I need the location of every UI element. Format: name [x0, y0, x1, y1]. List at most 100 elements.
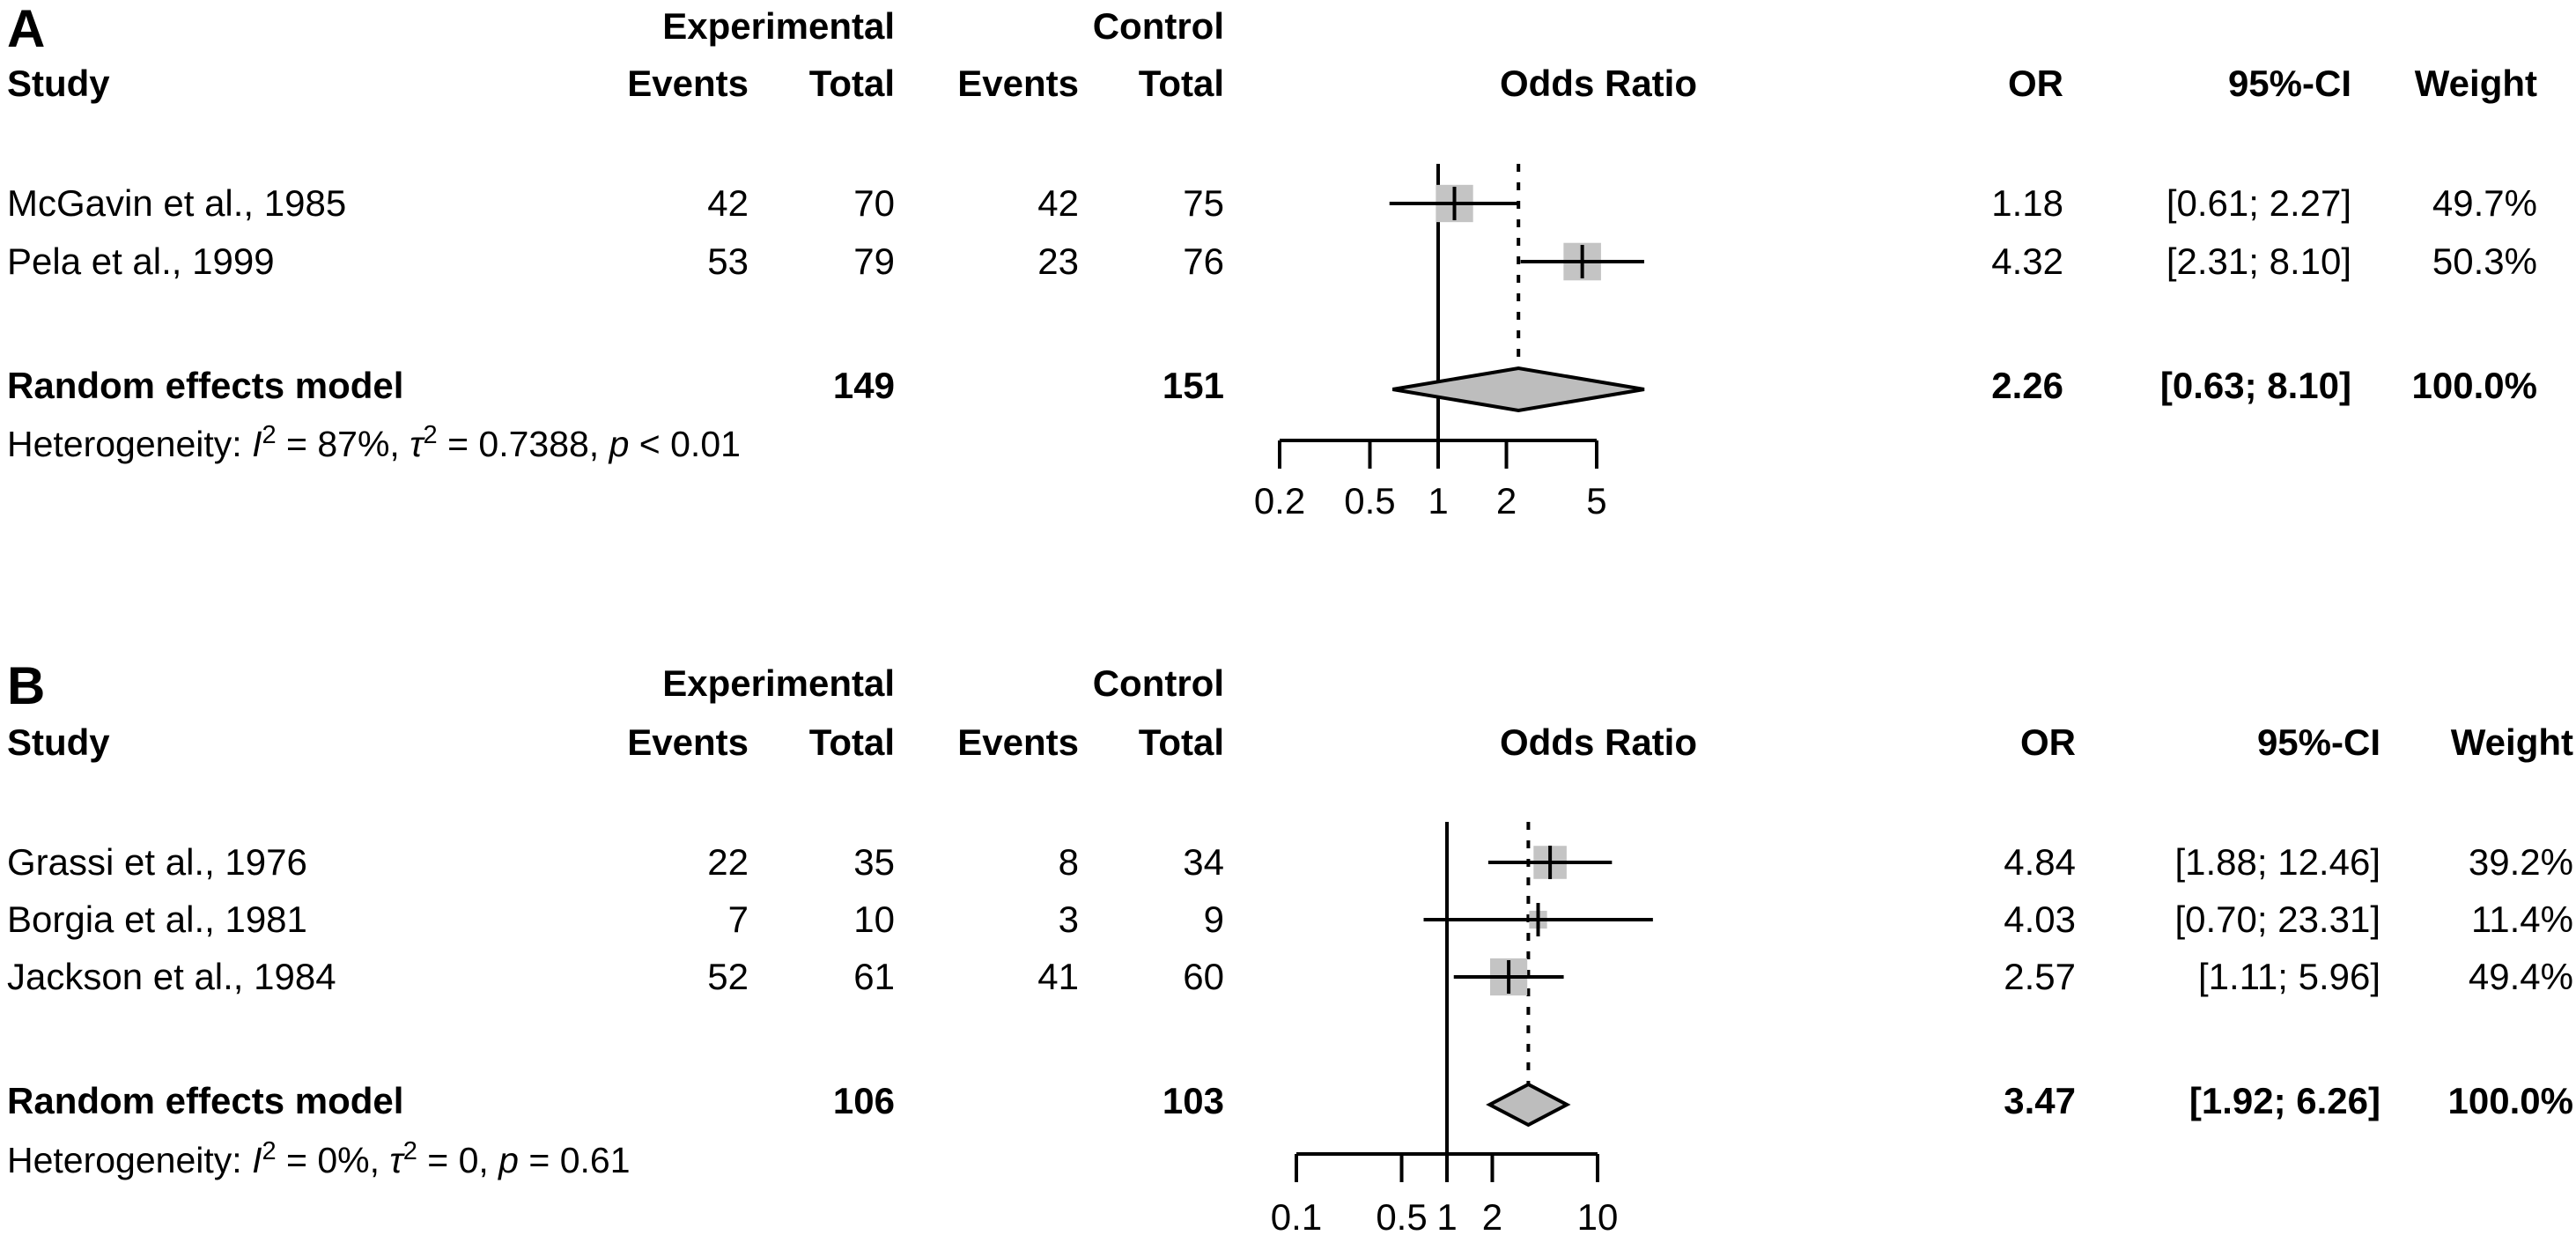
axis-tick-label: 2	[1482, 1196, 1502, 1238]
col-header-study: Study	[7, 721, 110, 763]
table-header-groups: Experimental Control	[0, 663, 2576, 704]
study-row: Grassi et al., 1976 22 35 8 34 4.84 [1.88; 12.…	[0, 842, 2576, 883]
ctrl-events: 3	[1058, 899, 1079, 940]
col-header-exp-events: Events	[627, 721, 749, 763]
summary-exp-total: 149	[832, 365, 895, 406]
or-value: 2.57	[2004, 956, 2076, 997]
col-group-experimental: Experimental	[662, 5, 895, 47]
panel-label: A	[7, 0, 46, 58]
summary-ci: [0.63; 8.10]	[2159, 365, 2351, 406]
col-header-or: OR	[2008, 63, 2063, 104]
panel-label: B	[7, 656, 46, 715]
study-row: McGavin et al., 1985 42 70 42 75 1.18 [0.61; 2…	[0, 183, 2576, 224]
col-header-ctrl-events: Events	[957, 63, 1079, 104]
col-header-exp-total: Total	[808, 721, 895, 763]
study-row: Pela et al., 1999 53 79 23 76 4.32 [2.31; 8.10…	[0, 241, 2576, 282]
forest-plot: 0.1 0.5 1 2 10	[1271, 822, 1653, 1238]
or-value: 1.18	[1991, 182, 2063, 224]
summary-or: 2.26	[1991, 365, 2063, 406]
study-name: Pela et al., 1999	[7, 240, 275, 282]
summary-label: Random effects model	[7, 365, 404, 406]
summary-label: Random effects model	[7, 1080, 404, 1121]
exp-events: 22	[707, 841, 749, 883]
axis-tick-label: 0.5	[1344, 480, 1395, 521]
study-row: Borgia et al., 1981 7 10 3 9 4.03 [0.70; 23.31…	[0, 899, 2576, 940]
or-value: 4.32	[1991, 240, 2063, 282]
col-header-ci: 95%-CI	[2256, 721, 2380, 763]
heterogeneity-row: Heterogeneity: I2 = 87%, τ2 = 0.7388, p …	[0, 421, 2576, 464]
summary-ci: [1.92; 6.26]	[2188, 1080, 2380, 1121]
study-name: Grassi et al., 1976	[7, 841, 307, 883]
weight-value: 11.4%	[2471, 899, 2573, 940]
exp-events: 42	[707, 182, 749, 224]
or-value: 4.84	[2004, 841, 2076, 883]
col-group-control: Control	[1092, 662, 1224, 704]
heterogeneity-text: Heterogeneity: I2 = 0%, τ2 = 0, p = 0.61	[7, 1137, 631, 1180]
summary-diamond	[1486, 1082, 1571, 1128]
summary-ctrl-total: 151	[1162, 365, 1224, 406]
ctrl-total: 34	[1183, 841, 1224, 883]
study-name: Jackson et al., 1984	[7, 956, 336, 997]
exp-total: 79	[853, 240, 895, 282]
ctrl-events: 23	[1037, 240, 1079, 282]
summary-or: 3.47	[2004, 1080, 2076, 1121]
forest-plot: 0.2 0.5 1 2 5	[1254, 164, 1645, 521]
col-header-exp-events: Events	[627, 63, 749, 104]
plot-title: Odds Ratio	[1499, 63, 1697, 104]
exp-events: 53	[707, 240, 749, 282]
summary-row: Random effects model 106 103 3.47 [1.92;…	[0, 1081, 2576, 1121]
col-header-ctrl-events: Events	[957, 721, 1079, 763]
weight-value: 39.2%	[2468, 841, 2573, 883]
exp-total: 70	[853, 182, 895, 224]
ci-value: [1.88; 12.46]	[2174, 841, 2380, 883]
col-header-study: Study	[7, 63, 110, 104]
ctrl-events: 8	[1058, 841, 1079, 883]
exp-events: 7	[727, 899, 749, 940]
table-header: Study Events Total Events Total Odds Rat…	[0, 722, 2576, 763]
col-header-exp-total: Total	[808, 63, 895, 104]
or-value: 4.03	[2004, 899, 2076, 940]
ctrl-total: 75	[1183, 182, 1224, 224]
ci-value: [0.70; 23.31]	[2174, 899, 2380, 940]
exp-total: 35	[853, 841, 895, 883]
ctrl-total: 9	[1203, 899, 1224, 940]
ctrl-events: 41	[1037, 956, 1079, 997]
axis-tick-label: 1	[1428, 480, 1448, 521]
summary-row: Random effects model 149 151 2.26 [0.63;…	[0, 366, 2576, 406]
ctrl-events: 42	[1037, 182, 1079, 224]
study-row: Jackson et al., 1984 52 61 41 60 2.57 [1.11; 5…	[0, 957, 2576, 997]
col-header-ctrl-total: Total	[1138, 721, 1224, 763]
heterogeneity-row: Heterogeneity: I2 = 0%, τ2 = 0, p = 0.61	[0, 1137, 2576, 1180]
axis-tick-label: 5	[1586, 480, 1606, 521]
summary-weight: 100.0%	[2411, 365, 2537, 406]
summary-diamond	[1391, 366, 1645, 413]
table-header-groups: Experimental Control	[0, 6, 2576, 47]
axis-tick-label: 0.2	[1254, 480, 1305, 521]
ci-value: [1.11; 5.96]	[2197, 956, 2380, 997]
exp-total: 61	[853, 956, 895, 997]
axis-tick-label: 10	[1577, 1196, 1619, 1238]
axis-tick-label: 1	[1436, 1196, 1457, 1238]
weight-value: 49.4%	[2468, 956, 2573, 997]
col-header-weight: Weight	[2414, 63, 2537, 104]
weight-value: 49.7%	[2432, 182, 2537, 224]
weight-value: 50.3%	[2432, 240, 2537, 282]
ci-value: [2.31; 8.10]	[2166, 240, 2351, 282]
exp-total: 10	[853, 899, 895, 940]
table-header: Study Events Total Events Total Odds Rat…	[0, 63, 2576, 104]
summary-weight: 100.0%	[2447, 1080, 2573, 1121]
ci-value: [0.61; 2.27]	[2166, 182, 2351, 224]
ctrl-total: 76	[1183, 240, 1224, 282]
plot-title: Odds Ratio	[1499, 721, 1697, 763]
col-header-weight: Weight	[2450, 721, 2573, 763]
summary-exp-total: 106	[832, 1080, 895, 1121]
axis-tick-label: 0.5	[1376, 1196, 1427, 1238]
study-name: McGavin et al., 1985	[7, 182, 347, 224]
axis-tick-label: 0.1	[1271, 1196, 1322, 1238]
study-name: Borgia et al., 1981	[7, 899, 307, 940]
summary-ctrl-total: 103	[1162, 1080, 1224, 1121]
ctrl-total: 60	[1183, 956, 1224, 997]
heterogeneity-text: Heterogeneity: I2 = 87%, τ2 = 0.7388, p …	[7, 421, 741, 464]
axis-tick-label: 2	[1496, 480, 1517, 521]
